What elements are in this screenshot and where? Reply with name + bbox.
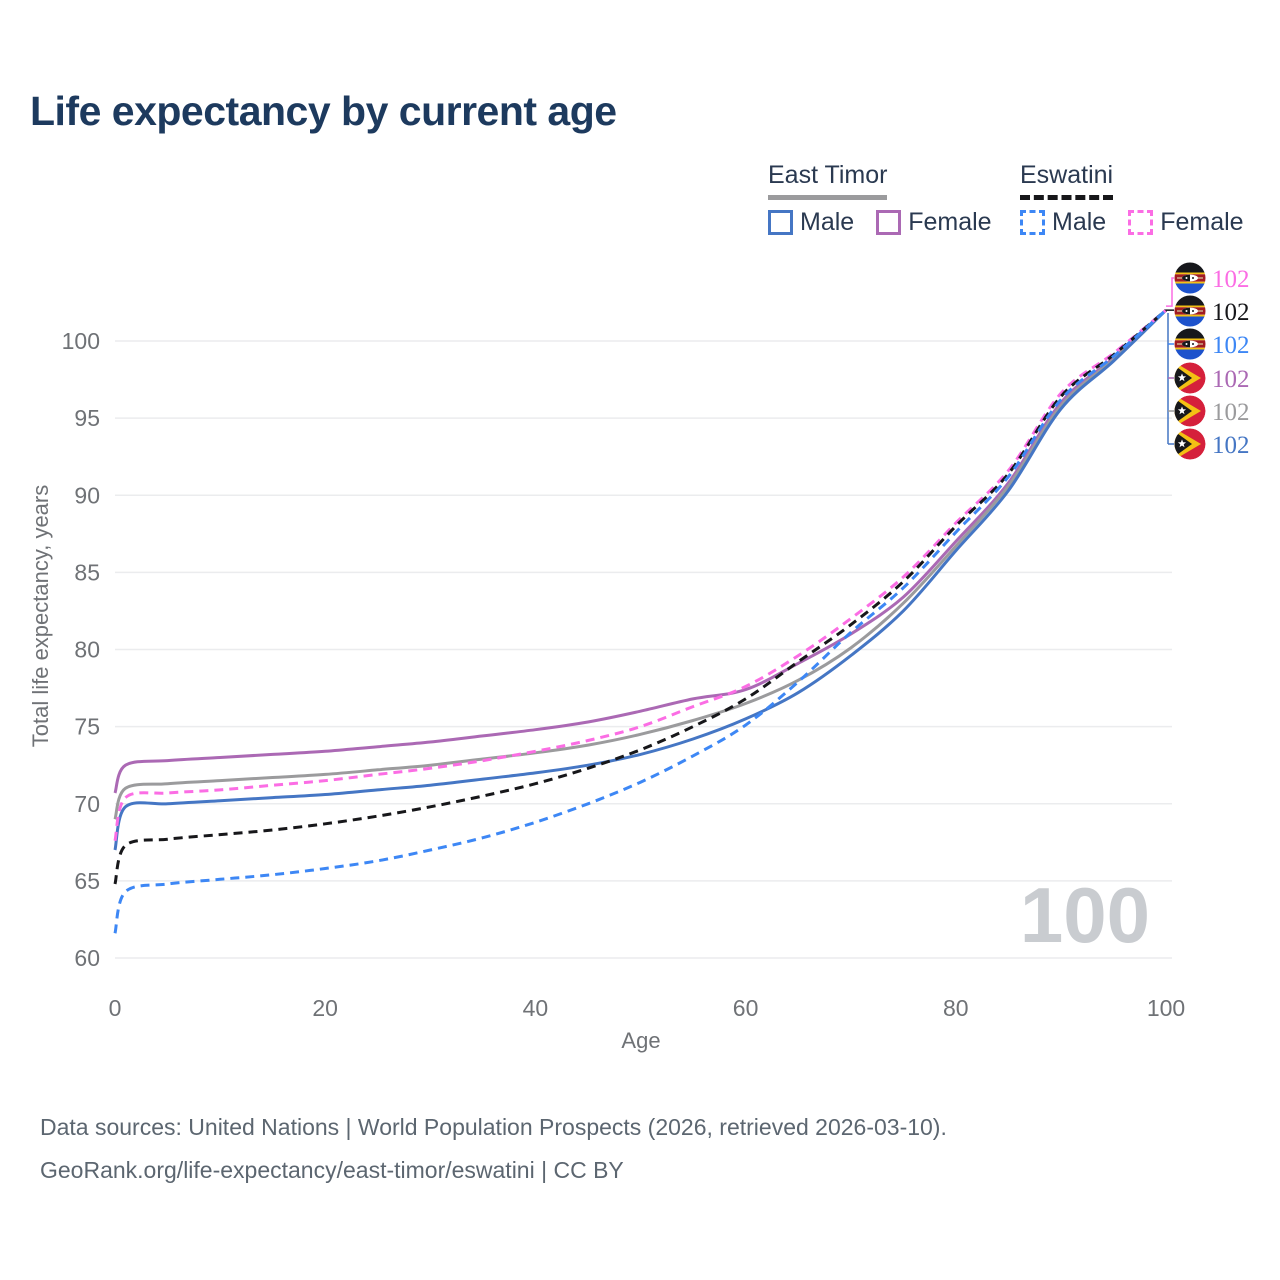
- east-timor-flag-icon: [1174, 362, 1206, 394]
- legend-label-female: Female: [1160, 208, 1244, 236]
- x-axis-title: Age: [621, 1028, 660, 1053]
- y-tick-label-70: 70: [74, 791, 100, 817]
- age-counter-watermark: 100: [1020, 871, 1150, 959]
- legend-item-east-timor-male[interactable]: Male: [768, 208, 854, 237]
- legend-item-eswatini-female[interactable]: Female: [1128, 208, 1244, 237]
- eswatini-flag-icon: [1174, 328, 1206, 360]
- east-timor-flag-icon: [1174, 428, 1206, 460]
- y-tick-label-95: 95: [74, 405, 100, 431]
- legend-item-eswatini-male[interactable]: Male: [1020, 208, 1106, 237]
- eswatini-both-sexes-line[interactable]: [113, 308, 1167, 885]
- y-tick-label-75: 75: [74, 714, 100, 740]
- source-caption-line1: Data sources: United Nations | World Pop…: [40, 1114, 947, 1140]
- eswatini-female-swatch-icon: [1128, 210, 1154, 235]
- source-caption-line2: GeoRank.org/life-expectancy/east-timor/e…: [40, 1157, 624, 1183]
- legend-label-male: Male: [800, 208, 855, 236]
- legend-group-east-timor: East Timor Male Female: [768, 161, 992, 237]
- x-tick-label-80: 80: [943, 995, 969, 1021]
- y-tick-label-90: 90: [74, 482, 100, 508]
- x-tick-label-20: 20: [312, 995, 338, 1021]
- end-label-connector-eswatini-female: [1166, 277, 1174, 307]
- end-value-label-eswatini-female: 102: [1212, 266, 1250, 293]
- x-tick-label-100: 100: [1147, 995, 1185, 1021]
- end-value-label-eswatini-both-sexes: 102: [1212, 299, 1250, 326]
- legend-label-female: Female: [908, 208, 992, 236]
- east-timor-flag-icon: [1174, 395, 1206, 427]
- y-tick-label-60: 60: [74, 945, 100, 971]
- y-tick-label-85: 85: [74, 559, 100, 585]
- eswatini-flag-icon: [1174, 262, 1206, 294]
- east-timor-male-line[interactable]: [113, 309, 1168, 851]
- x-tick-label-40: 40: [523, 995, 549, 1021]
- legend: East Timor Male Female Eswatini Male: [0, 161, 1280, 241]
- eswatini-female-line[interactable]: [113, 308, 1167, 842]
- y-tick-label-100: 100: [62, 328, 100, 354]
- legend-label-male: Male: [1052, 208, 1107, 236]
- x-tick-label-0: 0: [109, 995, 122, 1021]
- legend-item-east-timor-female[interactable]: Female: [876, 208, 992, 237]
- east-timor-female-line[interactable]: [113, 308, 1168, 794]
- legend-country-east-timor[interactable]: East Timor: [768, 161, 888, 200]
- eswatini-flag-icon: [1174, 295, 1206, 327]
- east-timor-both-sexes-line[interactable]: [113, 309, 1168, 820]
- y-axis-title: Total life expectancy, years: [28, 485, 53, 748]
- y-tick-label-65: 65: [74, 868, 100, 894]
- east-timor-female-swatch-icon: [876, 210, 902, 235]
- end-value-label-eswatini-male: 102: [1212, 332, 1250, 359]
- eswatini-male-line[interactable]: [113, 308, 1167, 934]
- legend-group-eswatini: Eswatini Male Female: [1020, 161, 1244, 237]
- eswatini-male-swatch-icon: [1020, 210, 1045, 235]
- source-caption: Data sources: United Nations | World Pop…: [40, 1106, 947, 1192]
- page-title: Life expectancy by current age: [30, 88, 617, 134]
- end-value-label-east-timor-female: 102: [1212, 366, 1250, 393]
- y-tick-label-80: 80: [74, 637, 100, 663]
- east-timor-male-swatch-icon: [768, 210, 793, 235]
- end-value-label-east-timor-male: 102: [1212, 432, 1250, 459]
- legend-country-eswatini[interactable]: Eswatini: [1020, 161, 1114, 200]
- end-value-label-east-timor-both-sexes: 102: [1212, 399, 1250, 426]
- x-tick-label-60: 60: [733, 995, 759, 1021]
